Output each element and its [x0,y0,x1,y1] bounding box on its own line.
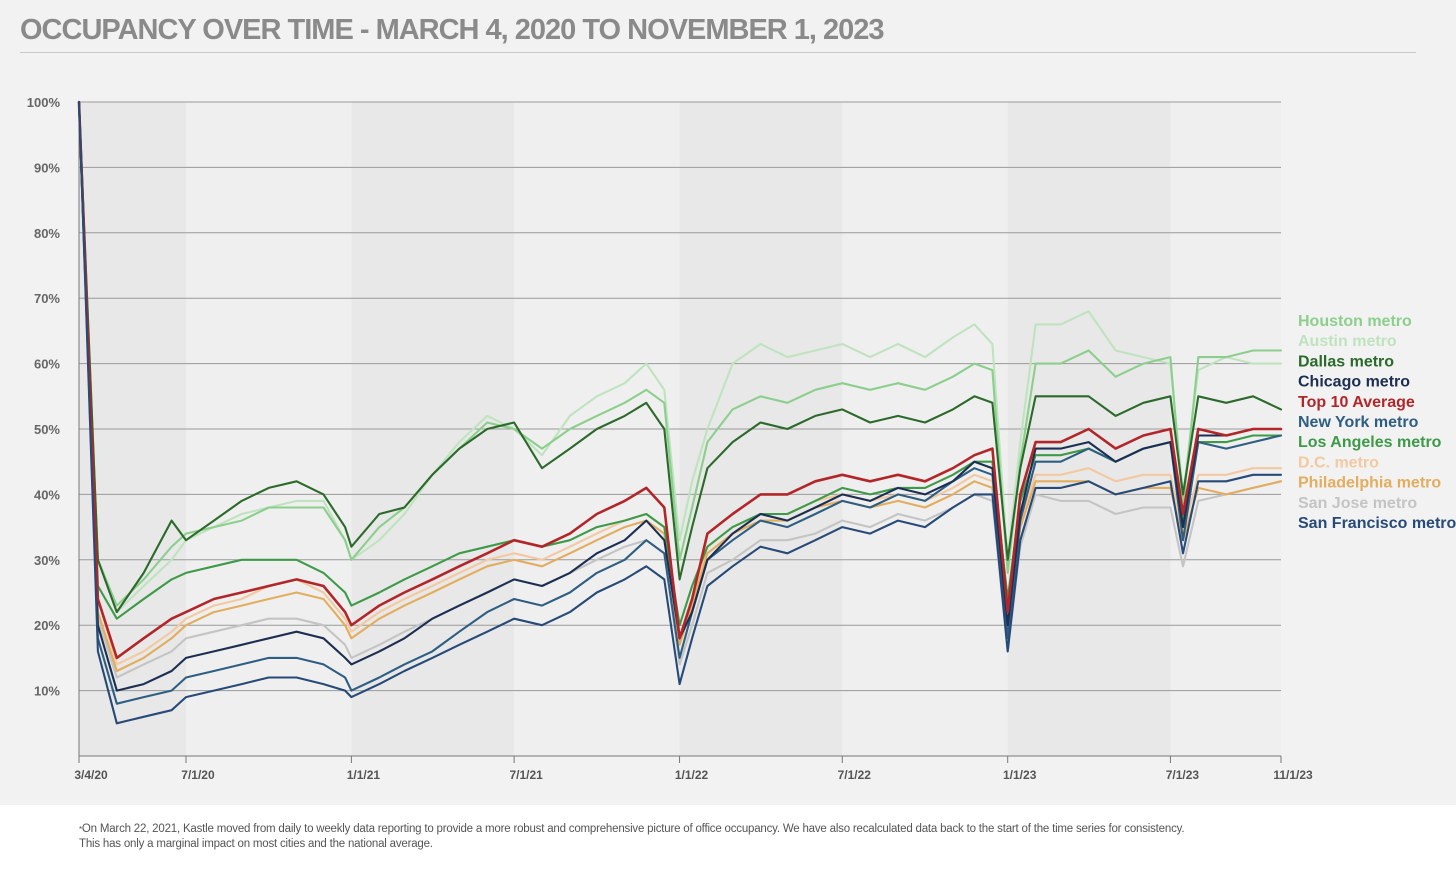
y-tick-label: 10% [34,684,60,699]
title-divider [20,52,1416,53]
series-line-austin-metro [77,100,1283,614]
series-line-san-jose-metro [77,100,1283,679]
series-line-houston-metro [77,100,1283,607]
legend-entry-chicago-metro: Chicago metro [1298,374,1410,391]
legend-entry-san-jose-metro: San Jose metro [1298,495,1417,512]
footer-band [0,805,1456,869]
x-tick-label: 1/1/22 [675,768,709,782]
y-tick-label: 60% [34,357,60,372]
x-tick-label: 3/4/20 [74,768,108,782]
series-line-chicago-metro [77,100,1283,692]
footnote-line-2: This has only a marginal impact on most … [79,838,433,850]
legend-entry-new-york-metro: New York metro [1298,414,1419,431]
footnote-line-1: *On March 22, 2021, Kastle moved from da… [79,822,1309,837]
legend-entry-dallas-metro: Dallas metro [1298,353,1394,370]
series-line-los-angeles-metro [77,100,1283,627]
x-tick-label: 1/1/23 [1003,768,1037,782]
legend-entry-d-c-metro: D.C. metro [1298,454,1379,471]
legend-entry-san-francisco-metro: San Francisco metro [1298,515,1456,532]
footnote: *On March 22, 2021, Kastle moved from da… [79,822,1309,852]
y-tick-label: 30% [34,553,60,568]
chart-title: OCCUPANCY OVER TIME - MARCH 4, 2020 TO N… [20,14,885,46]
legend-entry-los-angeles-metro: Los Angeles metro [1298,434,1442,451]
y-tick-label: 20% [34,618,60,633]
x-tick-label: 7/1/23 [1166,768,1200,782]
legend-entry-houston-metro: Houston metro [1298,313,1412,330]
x-tick-label: 7/1/21 [509,768,543,782]
legend-entry-top-10-average: Top 10 Average [1298,394,1415,411]
legend-entry-austin-metro: Austin metro [1298,333,1397,350]
x-tick-label: 1/1/21 [347,768,381,782]
x-tick-label: 7/1/22 [838,768,872,782]
series-line-san-francisco-metro [77,100,1283,725]
y-tick-label: 80% [34,226,60,241]
y-tick-label: 40% [34,487,60,502]
y-tick-label: 90% [34,160,60,175]
footnote-marker: * [79,825,82,834]
series-line-top-10-average [77,100,1283,660]
series-line-new-york-metro [77,100,1283,705]
y-tick-label: 100% [27,95,61,110]
legend-entry-philadelphia-metro: Philadelphia metro [1298,475,1441,492]
series-line-dallas-metro [77,100,1283,614]
x-tick-label: 11/1/23 [1273,768,1313,782]
y-tick-label: 70% [34,291,60,306]
x-tick-label: 7/1/20 [181,768,215,782]
y-tick-label: 50% [34,422,60,437]
occupancy-line-chart: 100% 90% 80% 70% 60% 50% 40% 30% 20% 10% 3/4/20 7/1… [27,95,1456,782]
footnote-text-1: On March 22, 2021, Kastle moved from dai… [81,823,1185,835]
